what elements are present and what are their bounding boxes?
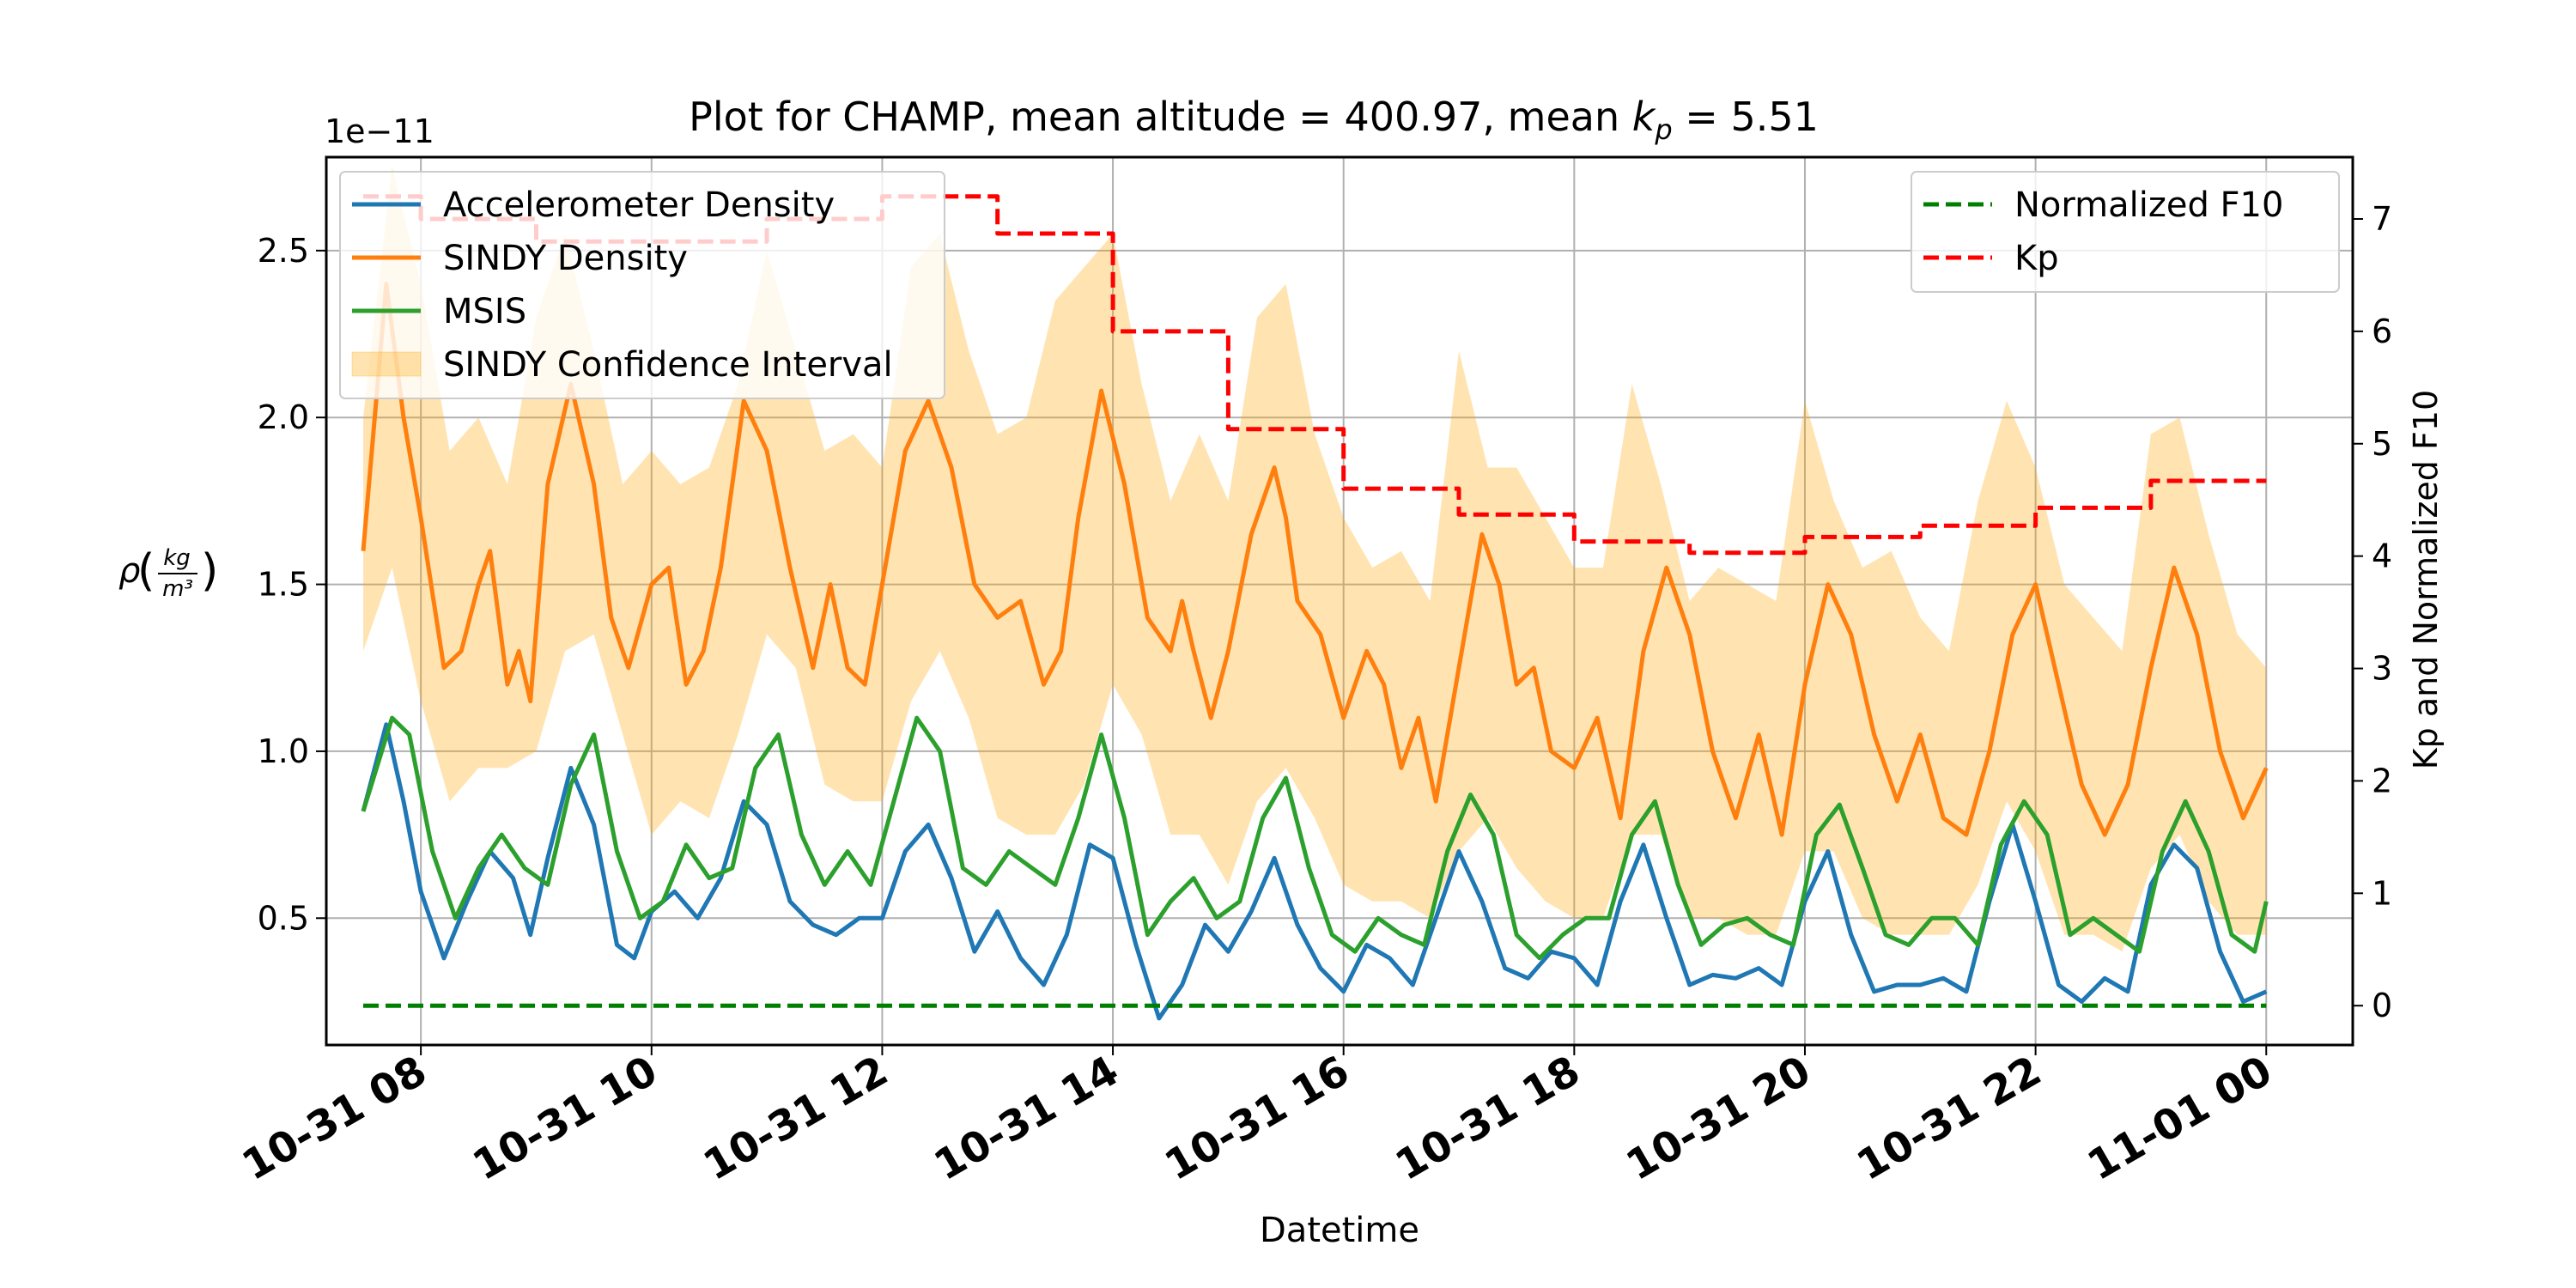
series-layer — [361, 194, 2269, 1021]
legend-left: Accelerometer Density SINDY Density MSIS SI… — [339, 171, 945, 399]
legend-label: Normalized F10 — [2014, 185, 2283, 225]
y-left-tick-label: 2.0 — [258, 398, 309, 436]
sindy-confidence-interval-band — [363, 167, 2267, 952]
y-right-tick-label: 3 — [2372, 650, 2392, 688]
y-axis-left-label-rho: ρ — [118, 551, 140, 591]
y-right-tick-label: 7 — [2372, 200, 2392, 238]
y-right-tick-label: 4 — [2372, 538, 2392, 575]
y-right-tick-label: 2 — [2372, 762, 2392, 799]
y-axis-left-label: ρ ( kg m³ ) — [118, 545, 218, 602]
plot-frame — [325, 155, 2354, 1047]
legend-box — [339, 171, 945, 399]
y-offset-text: 1e−11 — [325, 112, 434, 150]
y-axis-left-label-num: kg — [163, 545, 191, 571]
y-left-tick-label: 2.5 — [258, 232, 309, 270]
title-kp-base: k — [1632, 94, 1657, 140]
y-right-tick-label: 0 — [2372, 987, 2392, 1024]
legend-box — [1911, 171, 2340, 293]
sindy-density-line — [361, 282, 2269, 837]
legend-label: MSIS — [443, 292, 526, 331]
legend-label: SINDY Confidence Interval — [443, 345, 893, 385]
legend-label: Kp — [2014, 239, 2059, 278]
legend-label: SINDY Density — [443, 239, 688, 278]
title-prefix: Plot for CHAMP, mean altitude = 400.97, … — [689, 94, 1632, 140]
y-right-tick-label: 1 — [2372, 874, 2392, 912]
title-suffix: = 5.51 — [1673, 94, 1819, 140]
legend-swatch — [351, 351, 422, 377]
x-axis-label: Datetime — [1260, 1211, 1419, 1250]
y-axis-left-label-paren-close: ) — [201, 545, 218, 597]
msis-line — [361, 715, 2269, 961]
y-left-tick-label: 1.0 — [258, 732, 309, 770]
y-left-tick-label: 0.5 — [258, 899, 309, 937]
y-axis-left-label-den: m³ — [162, 576, 193, 602]
y-right-tick-label: 5 — [2372, 425, 2392, 463]
legend-right: Normalized F10 Kp — [1911, 171, 2340, 293]
confidence-band-layer — [363, 167, 2267, 952]
chart-title: Plot for CHAMP, mean altitude = 400.97, … — [689, 94, 1819, 146]
y-axis-left-label-paren-open: ( — [137, 545, 155, 597]
title-kp-sub: p — [1654, 113, 1672, 146]
y-left-tick-label: 1.5 — [258, 566, 309, 604]
y-right-tick-label: 6 — [2372, 313, 2392, 350]
y-axis-right-label: Kp and Normalized F10 — [2407, 390, 2445, 769]
legend-label: Accelerometer Density — [443, 185, 835, 225]
